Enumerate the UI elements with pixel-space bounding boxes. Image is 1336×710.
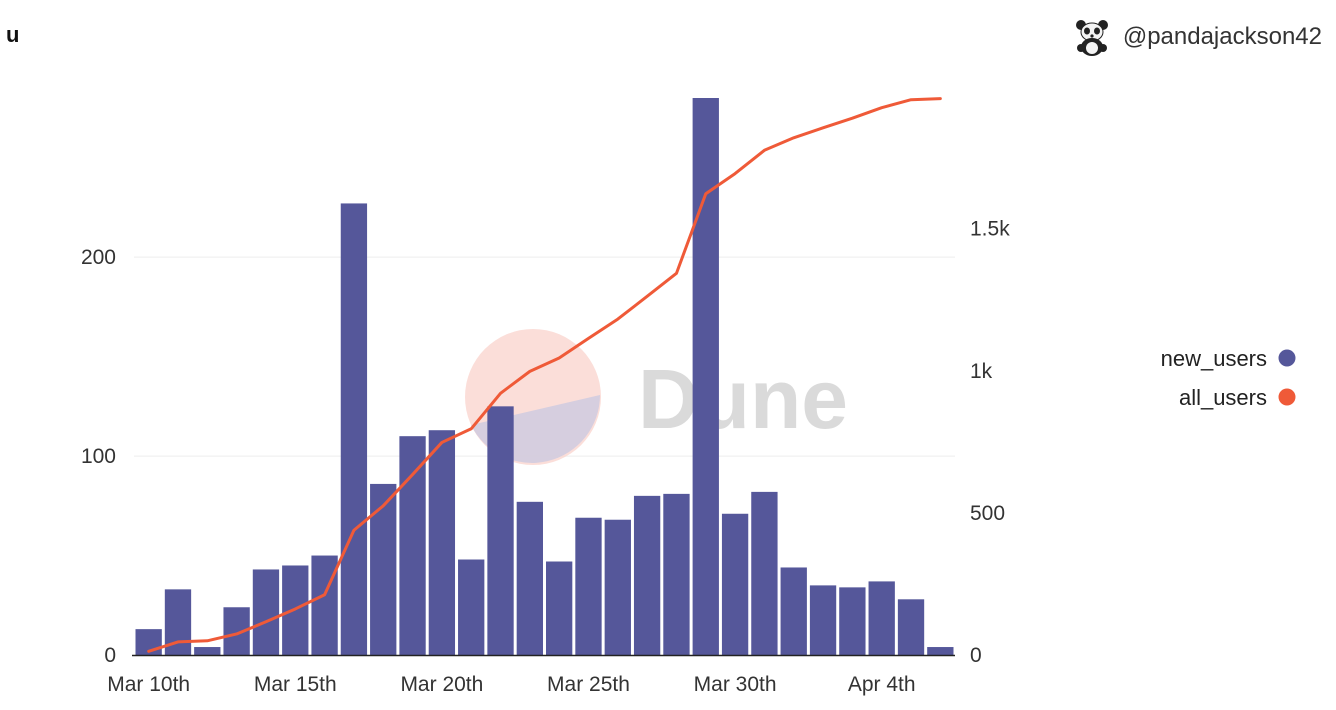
y-right-tick-label: 1k [970, 360, 993, 383]
bar-new-users-mar-23 [516, 501, 543, 655]
bar-new-users-mar-18 [370, 483, 397, 655]
bar-new-users-mar-12 [194, 647, 221, 655]
bar-new-users-mar-21 [458, 559, 485, 655]
all-users-line [147, 97, 942, 653]
bar-new-users-apr-4 [868, 581, 895, 655]
bar-new-users-apr-3 [839, 587, 866, 655]
chart-title: u [6, 22, 20, 47]
bar-new-users-mar-31 [751, 491, 778, 655]
bar-new-users-mar-25 [575, 517, 602, 655]
y-right-tick-label: 1.5k [970, 218, 1010, 241]
x-tick-label: Mar 20th [400, 673, 483, 696]
y-right-tick-label: 500 [970, 502, 1005, 525]
legend-marker-all-users [1278, 388, 1296, 406]
axes: 0 100 200 0 500 1k 1.5k Mar 10th Mar 15th Mar 20t… [81, 218, 1010, 696]
panda-avatar-icon [1073, 19, 1110, 56]
x-tick-label: Mar 10th [107, 673, 190, 696]
bar-new-users-apr-6 [927, 647, 954, 655]
x-tick-label: Mar 15th [254, 673, 337, 696]
y-left-tick-label: 0 [104, 644, 116, 667]
bar-new-users-mar-16 [311, 555, 338, 655]
author-handle: @pandajackson42 [1122, 23, 1322, 50]
legend-label-all-users: all_users [1179, 385, 1267, 410]
y-left-tick-label: 100 [81, 445, 116, 468]
bar-new-users-mar-14 [252, 569, 280, 655]
dune-watermark: Dune [465, 329, 848, 465]
bar-new-users-mar-19 [399, 436, 426, 655]
watermark-text: Dune [638, 352, 848, 446]
legend-marker-new-users [1278, 349, 1296, 367]
bar-new-users-mar-20 [428, 430, 456, 655]
bar-new-users-mar-22 [487, 406, 514, 655]
bar-new-users-mar-17 [340, 203, 368, 655]
x-tick-label: Apr 4th [848, 673, 916, 696]
y-left-tick-label: 200 [81, 246, 116, 269]
author-badge[interactable]: @pandajackson42 [1073, 18, 1322, 56]
bar-new-users-apr-1 [780, 567, 807, 655]
bar-new-users-mar-29 [692, 98, 719, 655]
legend-label-new-users: new_users [1161, 346, 1267, 371]
x-tick-label: Mar 25th [547, 673, 630, 696]
bar-new-users-mar-27 [633, 495, 661, 655]
bar-new-users-mar-30 [721, 513, 749, 655]
all-users-line-group [147, 97, 942, 653]
bar-new-users-mar-26 [604, 519, 631, 655]
y-right-tick-label: 0 [970, 644, 982, 667]
bar-new-users-mar-28 [663, 493, 690, 655]
bar-new-users-mar-24 [546, 561, 573, 655]
legend: new_users all_users [1161, 346, 1296, 410]
bar-new-users-apr-2 [809, 585, 837, 656]
x-tick-label: Mar 30th [694, 673, 777, 696]
bar-new-users-apr-5 [897, 599, 925, 655]
